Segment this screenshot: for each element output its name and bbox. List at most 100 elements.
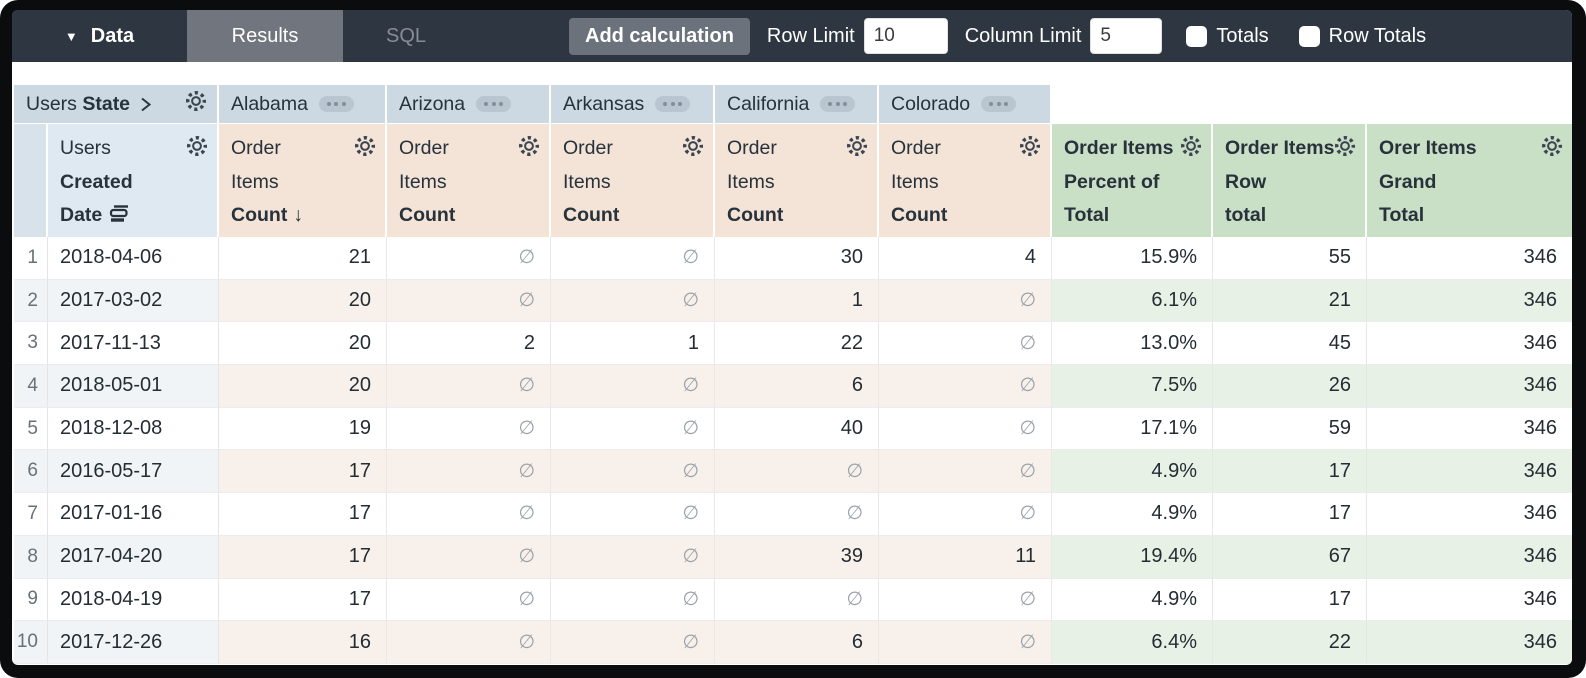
calc-cell[interactable]: 55	[1213, 237, 1367, 280]
calc-cell[interactable]: 346	[1367, 322, 1572, 366]
measure-cell[interactable]: ∅	[387, 535, 551, 579]
calc-cell[interactable]: 346	[1367, 621, 1572, 664]
calc-cell[interactable]: 21	[1213, 279, 1367, 323]
pivot-options-icon[interactable]	[476, 96, 512, 112]
date-cell[interactable]: 2018-04-06	[48, 237, 219, 280]
measure-cell[interactable]: ∅	[879, 322, 1052, 366]
measure-header-order-items-count[interactable]: Order Items Count	[387, 124, 551, 237]
gear-icon[interactable]	[1017, 133, 1043, 159]
measure-cell[interactable]: ∅	[387, 237, 551, 280]
measure-cell[interactable]: ∅	[387, 365, 551, 408]
calc-cell[interactable]: 15.9%	[1052, 237, 1213, 280]
pivot-value-header[interactable]: Colorado	[879, 85, 1052, 124]
gear-icon[interactable]	[844, 133, 870, 159]
measure-cell[interactable]: ∅	[551, 237, 715, 280]
calc-cell[interactable]: 22	[1213, 621, 1367, 664]
calc-cell[interactable]: 6.1%	[1052, 279, 1213, 323]
date-cell[interactable]: 2018-12-08	[48, 407, 219, 451]
date-cell[interactable]: 2018-04-19	[48, 578, 219, 622]
measure-cell[interactable]: 6	[715, 621, 879, 664]
measure-cell[interactable]: 20	[219, 279, 387, 323]
measure-cell[interactable]: 39	[715, 535, 879, 579]
calc-cell[interactable]: 346	[1367, 579, 1572, 622]
calc-cell[interactable]: 346	[1367, 279, 1572, 323]
measure-cell[interactable]: ∅	[387, 279, 551, 323]
calc-cell[interactable]: 17	[1213, 493, 1367, 536]
row-totals-checkbox[interactable]	[1298, 25, 1320, 47]
calc-cell[interactable]: 45	[1213, 322, 1367, 366]
calc-header[interactable]: Order Items Row total	[1213, 124, 1367, 237]
measure-cell[interactable]: ∅	[551, 578, 715, 622]
measure-cell[interactable]: ∅	[879, 578, 1052, 622]
calc-cell[interactable]: 26	[1213, 365, 1367, 408]
calc-cell[interactable]: 346	[1367, 535, 1572, 579]
pivot-options-icon[interactable]	[318, 96, 354, 112]
measure-cell[interactable]: 20	[219, 365, 387, 408]
calc-cell[interactable]: 346	[1367, 408, 1572, 451]
measure-cell[interactable]: 20	[219, 322, 387, 366]
measure-cell[interactable]: ∅	[387, 450, 551, 494]
calc-cell[interactable]: 19.4%	[1052, 535, 1213, 579]
measure-cell[interactable]: ∅	[551, 279, 715, 323]
measure-cell[interactable]: 17	[219, 535, 387, 579]
pivot-value-header[interactable]: Alabama	[219, 85, 387, 124]
measure-header-order-items-count[interactable]: Order Items Count	[551, 124, 715, 237]
measure-cell[interactable]: 19	[219, 407, 387, 451]
measure-cell[interactable]: 30	[715, 237, 879, 280]
dimension-header-users-created-date[interactable]: Users Created Date	[48, 124, 219, 237]
calc-cell[interactable]: 4.9%	[1052, 450, 1213, 494]
measure-header-order-items-count[interactable]: Order Items Count	[715, 124, 879, 237]
calc-header[interactable]: Order Items Percent of Total	[1052, 124, 1213, 237]
measure-cell[interactable]: ∅	[551, 621, 715, 664]
calc-cell[interactable]: 59	[1213, 407, 1367, 451]
measure-cell[interactable]: ∅	[551, 493, 715, 536]
calc-cell[interactable]: 17	[1213, 450, 1367, 494]
calc-cell[interactable]: 346	[1367, 237, 1572, 280]
calc-cell[interactable]: 67	[1213, 535, 1367, 579]
row-limit-input[interactable]	[863, 18, 948, 54]
measure-cell[interactable]: ∅	[551, 535, 715, 579]
date-cell[interactable]: 2017-12-26	[48, 621, 219, 664]
calc-cell[interactable]: 13.0%	[1052, 322, 1213, 366]
measure-cell[interactable]: 1	[551, 322, 715, 366]
measure-cell[interactable]: ∅	[551, 450, 715, 494]
measure-cell[interactable]: 6	[715, 365, 879, 408]
measure-header-order-items-count[interactable]: Order Items Count ↓	[219, 124, 387, 237]
measure-cell[interactable]: ∅	[879, 493, 1052, 536]
measure-cell[interactable]: 1	[715, 279, 879, 323]
date-cell[interactable]: 2017-01-16	[48, 493, 219, 536]
measure-cell[interactable]: 40	[715, 407, 879, 451]
measure-cell[interactable]: 17	[219, 578, 387, 622]
measure-cell[interactable]: 11	[879, 535, 1052, 579]
calc-cell[interactable]: 4.9%	[1052, 493, 1213, 536]
calc-cell[interactable]: 17	[1213, 578, 1367, 622]
measure-cell[interactable]: ∅	[879, 279, 1052, 323]
measure-cell[interactable]: ∅	[879, 365, 1052, 408]
calc-cell[interactable]: 4.9%	[1052, 578, 1213, 622]
date-cell[interactable]: 2016-05-17	[48, 450, 219, 494]
measure-cell[interactable]: 2	[387, 322, 551, 366]
date-cell[interactable]: 2017-11-13	[48, 322, 219, 366]
measure-cell[interactable]: 17	[219, 450, 387, 494]
measure-cell[interactable]: 4	[879, 237, 1052, 280]
pivot-value-header[interactable]: Arkansas	[551, 85, 715, 124]
pivot-options-icon[interactable]	[655, 96, 691, 112]
measure-cell[interactable]: ∅	[551, 365, 715, 408]
gear-icon[interactable]	[680, 133, 706, 159]
totals-checkbox[interactable]	[1186, 25, 1208, 47]
measure-cell[interactable]: ∅	[879, 621, 1052, 664]
gear-icon[interactable]	[516, 133, 542, 159]
gear-icon[interactable]	[1332, 133, 1358, 159]
tab-sql[interactable]: SQL	[343, 10, 469, 62]
date-cell[interactable]: 2017-04-20	[48, 535, 219, 579]
measure-cell[interactable]: 22	[715, 322, 879, 366]
gear-icon[interactable]	[183, 88, 209, 114]
measure-cell[interactable]: 16	[219, 621, 387, 664]
calc-cell[interactable]: 346	[1367, 493, 1572, 536]
column-limit-input[interactable]	[1090, 18, 1163, 54]
calc-cell[interactable]: 346	[1367, 365, 1572, 408]
pivot-dimension-header[interactable]: Users State	[14, 85, 219, 124]
measure-cell[interactable]: ∅	[715, 450, 879, 494]
tab-results[interactable]: Results	[187, 10, 343, 62]
measure-cell[interactable]: ∅	[387, 621, 551, 664]
